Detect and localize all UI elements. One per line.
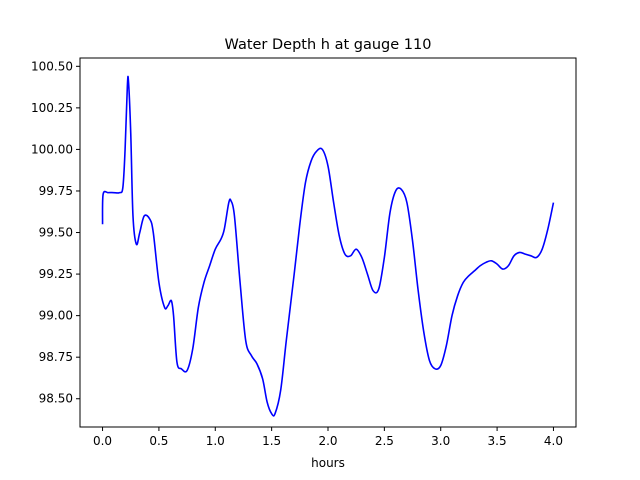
x-tick-label: 2.0 [318, 434, 337, 448]
x-tick-label: 2.5 [375, 434, 394, 448]
plot-area [80, 58, 576, 427]
y-tick-label: 100.50 [31, 59, 73, 73]
y-tick-label: 100.25 [31, 101, 73, 115]
y-tick-label: 100.00 [31, 142, 73, 156]
x-tick-label: 0.5 [149, 434, 168, 448]
plot-frame [79, 57, 577, 428]
x-tick-label: 1.0 [206, 434, 225, 448]
y-tick-label: 98.75 [39, 350, 73, 364]
y-tick-label: 99.50 [39, 226, 73, 240]
chart-title: Water Depth h at gauge 110 [225, 37, 432, 53]
y-axis: 98.50 98.75 99.00 99.25 99.50 99.75 100.00 100.… [31, 59, 80, 406]
y-tick-label: 99.00 [39, 309, 73, 323]
x-axis-label: hours [311, 456, 345, 470]
y-tick-label: 98.50 [39, 392, 73, 406]
series-line [101, 75, 555, 417]
x-tick-label: 0.0 [93, 434, 112, 448]
y-tick-label: 99.25 [39, 267, 73, 281]
x-tick-label: 3.0 [431, 434, 450, 448]
series-group [101, 75, 555, 417]
y-tick-label: 99.75 [39, 184, 73, 198]
x-tick-label: 1.5 [262, 434, 281, 448]
x-tick-label: 3.5 [488, 434, 507, 448]
x-tick-label: 4.0 [544, 434, 563, 448]
x-axis: 0.0 0.5 1.0 1.5 2.0 2.5 3.0 3.5 4.0 [93, 427, 563, 448]
